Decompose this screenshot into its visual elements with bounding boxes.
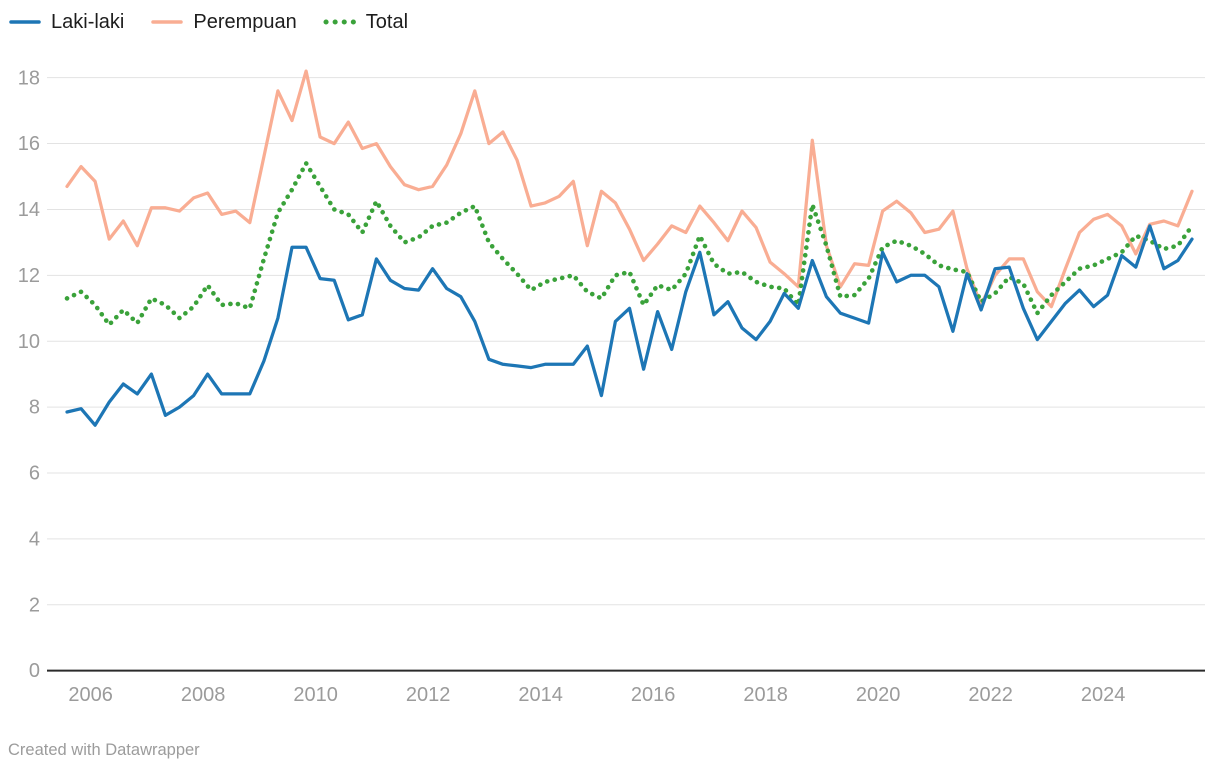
total-line xyxy=(64,161,1195,328)
legend-item-laki-laki: Laki-laki xyxy=(8,12,124,32)
x-tick-label: 2008 xyxy=(181,684,226,706)
perempuan-line-swatch-icon xyxy=(151,20,184,24)
x-tick-label: 2024 xyxy=(1081,684,1126,706)
legend-item-perempuan: Perempuan xyxy=(150,11,297,33)
legend-label-laki-laki: Laki-laki xyxy=(51,11,125,33)
legend-label-perempuan: Perempuan xyxy=(193,11,297,33)
line-chart: 0 2 4 6 8 10 12 14 16 18 2006 2008 2010 2012 2014 2016 2… xyxy=(18,67,1205,706)
x-tick-label: 2018 xyxy=(743,684,788,706)
y-tick-label: 18 xyxy=(18,67,40,89)
y-tick-label: 12 xyxy=(18,265,40,287)
y-tick-label: 10 xyxy=(18,331,40,353)
y-tick-label: 2 xyxy=(29,594,40,616)
y-tick-label: 14 xyxy=(18,199,40,221)
legend-label-total: Total xyxy=(365,11,409,33)
y-tick-label: 4 xyxy=(29,528,40,550)
x-tick-label: 2020 xyxy=(856,684,901,706)
y-tick-label: 0 xyxy=(29,660,40,682)
chart-legend: Laki-laki Perempuan Total xyxy=(8,12,408,32)
x-tick-label: 2016 xyxy=(631,684,676,706)
x-tick-label: 2022 xyxy=(968,684,1013,706)
laki-laki-line xyxy=(65,224,1194,427)
datawrapper-credit-link[interactable]: Created with Datawrapper xyxy=(8,741,200,759)
legend-item-total: Total xyxy=(323,12,408,32)
x-tick-label: 2006 xyxy=(68,684,113,706)
x-tick-label: 2014 xyxy=(518,684,563,706)
y-tick-label: 16 xyxy=(18,133,40,155)
y-tick-label: 8 xyxy=(29,397,40,419)
x-tick-label: 2012 xyxy=(406,684,451,706)
perempuan-line xyxy=(65,69,1194,309)
x-tick-label: 2010 xyxy=(293,684,338,706)
laki-laki-line-swatch-icon xyxy=(9,20,41,24)
y-tick-label: 6 xyxy=(29,463,40,485)
